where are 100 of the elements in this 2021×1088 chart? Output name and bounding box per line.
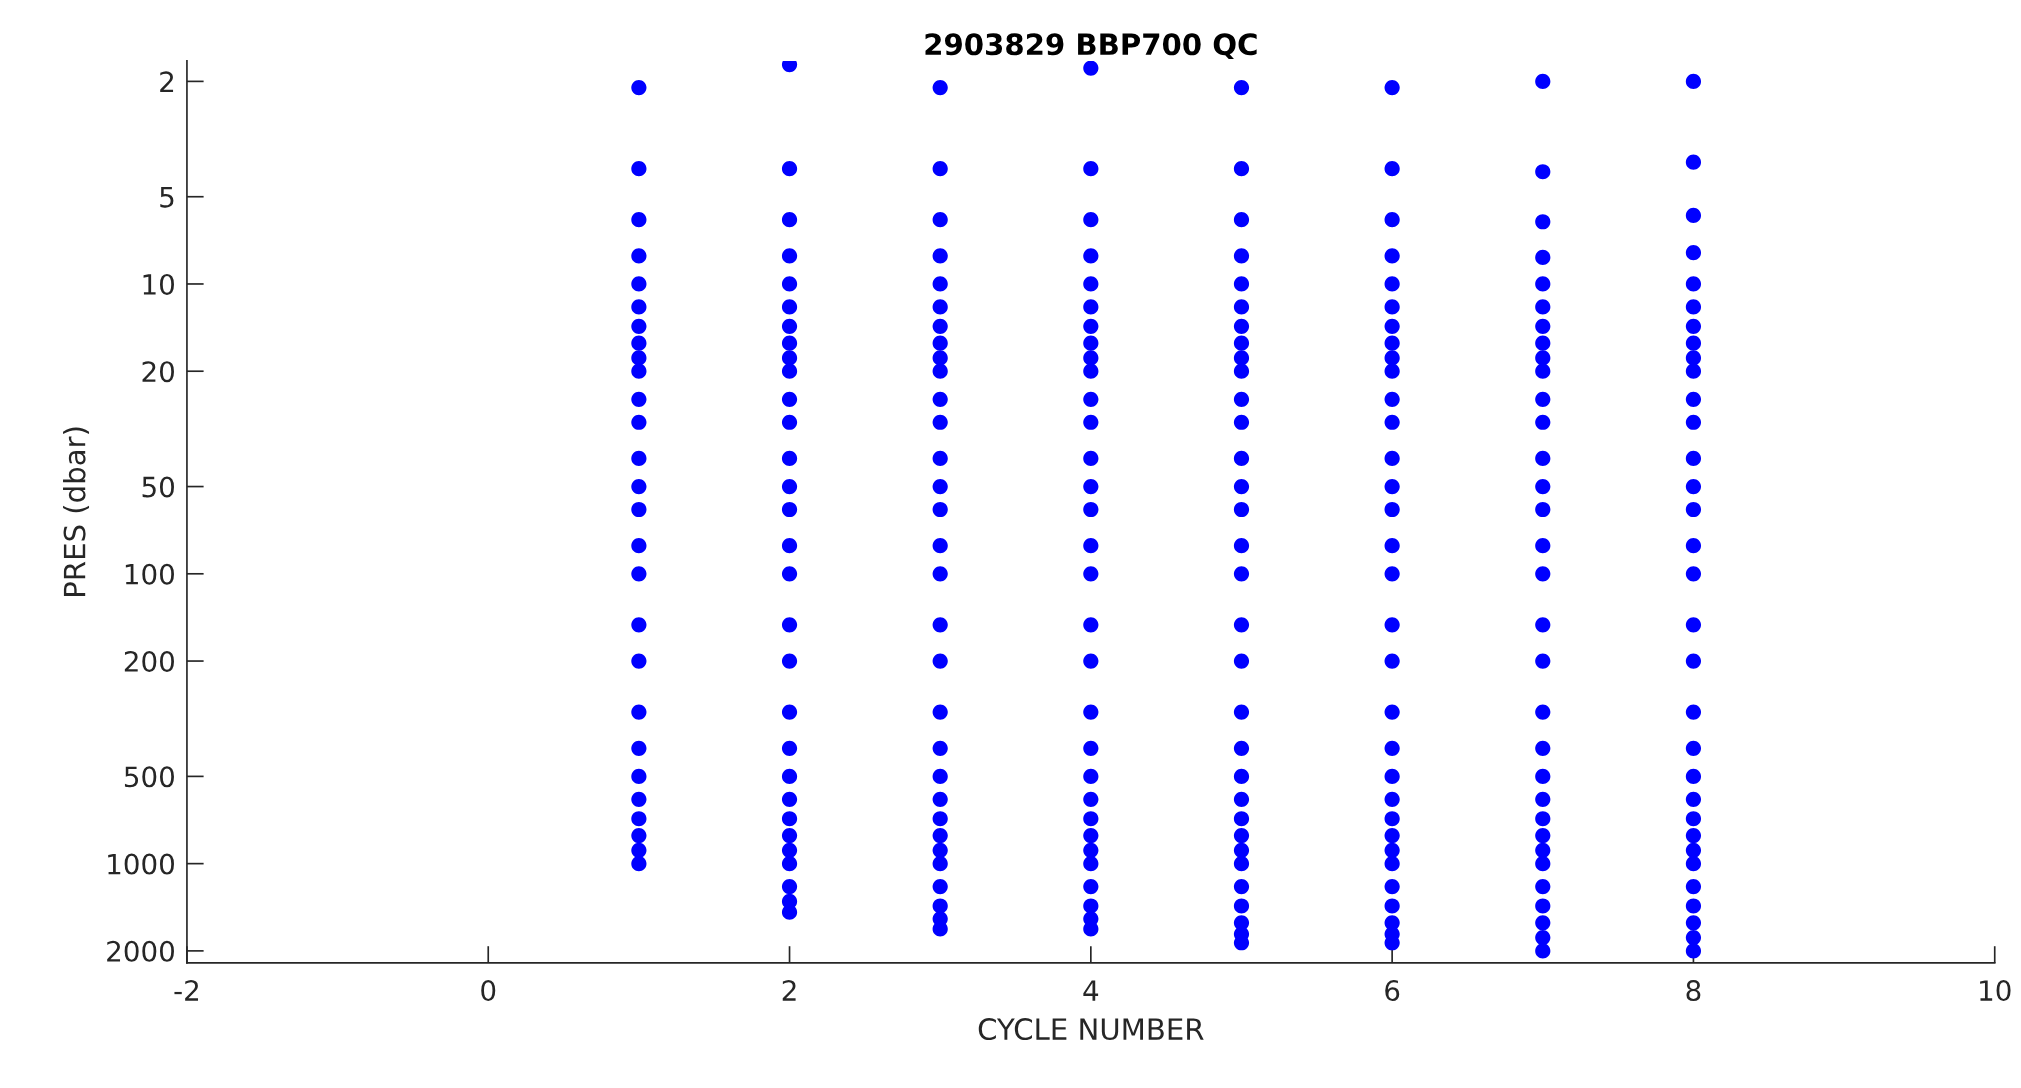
- x-tick-label: -2: [174, 980, 199, 1001]
- point: [631, 538, 647, 554]
- point: [1384, 501, 1400, 518]
- point: [1233, 450, 1250, 467]
- point: [1535, 915, 1551, 931]
- point: [1083, 566, 1099, 582]
- point: [781, 827, 798, 844]
- point: [1535, 566, 1551, 582]
- point: [1083, 335, 1099, 351]
- point: [1685, 915, 1702, 931]
- point: [932, 478, 948, 495]
- point: [631, 414, 647, 430]
- point: [1685, 878, 1702, 895]
- point: [932, 212, 948, 228]
- point: [1535, 768, 1551, 784]
- point: [1233, 878, 1250, 895]
- y-tick-label: 2: [160, 71, 174, 92]
- point: [631, 248, 647, 264]
- point: [932, 842, 948, 858]
- point: [1535, 538, 1551, 554]
- point: [781, 653, 798, 669]
- point: [932, 878, 948, 895]
- point: [1535, 450, 1551, 467]
- point: [1535, 249, 1551, 266]
- point: [1685, 856, 1702, 872]
- point: [1083, 811, 1099, 827]
- point: [1384, 842, 1400, 858]
- point: [631, 212, 647, 228]
- point: [1083, 350, 1099, 366]
- point: [781, 248, 798, 264]
- point: [1384, 318, 1400, 334]
- point: [1083, 299, 1099, 315]
- point: [1233, 842, 1250, 858]
- point: [1685, 73, 1702, 89]
- point: [631, 740, 647, 756]
- point: [631, 79, 647, 96]
- point: [1685, 276, 1702, 292]
- point: [1384, 248, 1400, 264]
- point: [1384, 414, 1400, 430]
- point: [781, 768, 798, 784]
- point: [1384, 299, 1400, 315]
- point: [781, 414, 798, 430]
- point: [1685, 827, 1702, 844]
- point: [1384, 79, 1400, 96]
- point: [781, 904, 798, 920]
- point: [1535, 740, 1551, 756]
- point: [631, 617, 647, 633]
- point: [1685, 299, 1702, 315]
- point: [631, 161, 647, 177]
- point: [932, 501, 948, 518]
- point: [1083, 921, 1099, 937]
- point: [1384, 768, 1400, 784]
- point: [1083, 414, 1099, 430]
- point: [1384, 538, 1400, 554]
- point: [1083, 827, 1099, 844]
- y-tick-label: 20: [142, 361, 174, 383]
- point: [781, 276, 798, 292]
- x-tick-label: 0: [481, 980, 496, 1002]
- point: [1233, 566, 1250, 582]
- point: [1384, 827, 1400, 844]
- point: [1083, 653, 1099, 669]
- point: [1384, 791, 1400, 807]
- point: [1083, 60, 1099, 76]
- point: [932, 276, 948, 292]
- x-tick-label: 6: [1385, 980, 1400, 1002]
- point: [1384, 478, 1400, 495]
- point: [781, 161, 798, 177]
- point: [1685, 350, 1702, 366]
- point: [631, 653, 647, 669]
- point: [631, 827, 647, 844]
- point: [1685, 363, 1702, 379]
- y-tick-label: 100: [125, 563, 174, 585]
- point: [1685, 207, 1702, 224]
- point: [1685, 566, 1702, 582]
- point: [631, 318, 647, 334]
- point: [781, 842, 798, 858]
- y-tick-label: 2000: [107, 940, 174, 962]
- point: [781, 391, 798, 407]
- point: [631, 363, 647, 379]
- point: [631, 768, 647, 784]
- point: [932, 335, 948, 351]
- point: [1083, 212, 1099, 228]
- x-tick-label: 4: [1083, 980, 1099, 1001]
- x-tick-label: 2: [782, 980, 796, 1001]
- point: [932, 363, 948, 379]
- point: [1083, 501, 1099, 518]
- point: [1535, 704, 1551, 720]
- point: [1685, 245, 1702, 261]
- point: [1083, 538, 1099, 554]
- point: [1535, 214, 1551, 230]
- point: [631, 704, 647, 720]
- point: [1384, 740, 1400, 756]
- point: [1233, 856, 1250, 872]
- point: [1685, 842, 1702, 858]
- point: [1233, 350, 1250, 366]
- point: [932, 161, 948, 177]
- point: [1083, 478, 1099, 495]
- y-tick-label: 1000: [108, 853, 174, 875]
- point: [631, 566, 647, 582]
- chart-title: 2903829 BBP700 QC: [925, 33, 1257, 60]
